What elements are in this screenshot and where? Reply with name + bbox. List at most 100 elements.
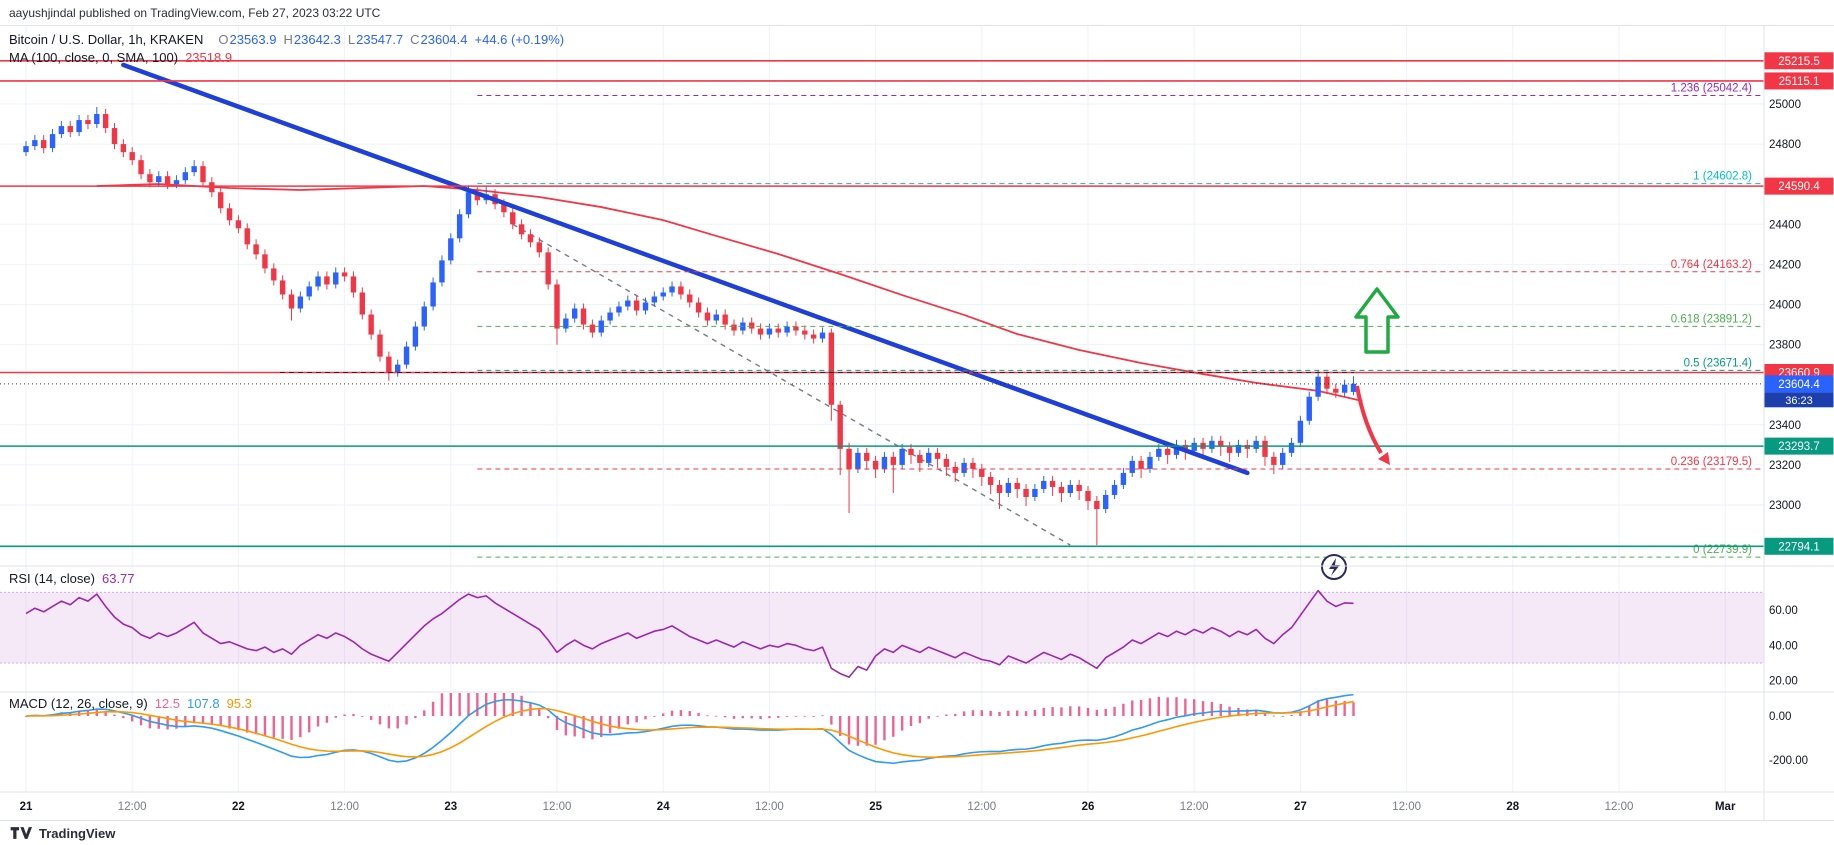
candle-body xyxy=(164,176,171,185)
macd-hist-bar xyxy=(821,715,824,717)
red-down-arrow[interactable] xyxy=(1355,385,1383,455)
candle-body xyxy=(642,302,649,311)
macd-hist-bar xyxy=(131,716,134,722)
macd-line[interactable] xyxy=(25,693,1354,765)
macd-hist-bar xyxy=(157,716,160,729)
macd-hist-bar xyxy=(520,695,523,716)
macd-hist-bar xyxy=(865,716,868,746)
fib-retracement[interactable]: 1.236 (25042.4) 1 (24602.8) 0.764 (24163.2… xyxy=(477,82,1764,558)
price-axis[interactable]: USD2500024800244002420024000238002340023… xyxy=(1764,8,1834,767)
candle-body xyxy=(465,192,472,215)
ma-100-line[interactable] xyxy=(96,183,1363,402)
macd-hist-bar xyxy=(759,716,762,720)
macd-hist-bar xyxy=(139,716,143,726)
time-axis[interactable]: 21 12:00 22 12:00 23 12:00 24 12:00 25 12:00 26 12:… xyxy=(20,801,1736,813)
candle-body xyxy=(1262,440,1268,457)
rsi-pane[interactable] xyxy=(0,589,1764,678)
candle-body xyxy=(235,220,242,229)
candle-body xyxy=(563,318,569,329)
candle-body xyxy=(324,276,330,285)
macd-hist-bar xyxy=(1334,700,1337,716)
annotations[interactable] xyxy=(1321,287,1400,580)
price-pane[interactable] xyxy=(23,62,1363,546)
publish-info-bar: aayushjindal published on TradingView.co… xyxy=(0,0,1834,26)
candle-body xyxy=(218,192,224,209)
rsi-line[interactable] xyxy=(25,589,1354,678)
green-up-arrow[interactable] xyxy=(1354,287,1400,354)
macd-hist-bar xyxy=(378,716,382,725)
macd-signal-line[interactable] xyxy=(25,700,1354,758)
footer-brand-text[interactable]: TradingView xyxy=(39,825,116,841)
candle-body xyxy=(917,454,923,463)
time-tick-label: 12:00 xyxy=(330,801,359,813)
current-price-badge[interactable] xyxy=(1764,375,1834,393)
ma-name[interactable]: MA (100, close, 0, SMA, 100) xyxy=(9,50,179,65)
macd-hist-bar xyxy=(361,716,364,717)
horizontal-levels[interactable] xyxy=(0,59,1764,548)
macd-hist-bar xyxy=(210,716,214,724)
downtrend-line[interactable] xyxy=(121,62,1250,476)
candle-body xyxy=(572,308,578,319)
tradingview-logo-icon[interactable] xyxy=(10,825,32,841)
candle-body xyxy=(908,448,914,455)
macd-hist-bar xyxy=(1157,696,1160,716)
macd-hist-bar xyxy=(201,716,205,724)
ohlc-low-label: L xyxy=(347,32,356,47)
candle-body xyxy=(1156,448,1162,457)
macd-hist-bar xyxy=(1352,702,1355,716)
candle-body xyxy=(1120,472,1127,485)
candle-body xyxy=(1271,456,1277,465)
candle-body xyxy=(678,286,684,295)
macd-hist-bar xyxy=(697,713,700,716)
rsi-name[interactable]: RSI (14, close) xyxy=(9,571,95,586)
candle-body xyxy=(793,326,799,331)
candle-body xyxy=(926,452,932,463)
macd-hist-bar xyxy=(485,693,488,716)
macd-hist-bar xyxy=(945,714,948,716)
macd-hist-bar xyxy=(555,716,559,731)
macd-hist-bar xyxy=(1193,699,1196,716)
ohlc-open-label: O xyxy=(218,32,229,47)
macd-hist-bar xyxy=(1077,706,1081,716)
macd-hist-bar xyxy=(166,716,169,730)
candle-body xyxy=(1164,448,1171,455)
candle-body xyxy=(633,300,640,311)
dashed-guide-line[interactable] xyxy=(512,223,1071,546)
fib-label: 0.618 (23891.2) xyxy=(1671,313,1752,325)
candle-body xyxy=(1111,484,1118,495)
fib-label: 0.5 (23671.4) xyxy=(1684,357,1753,369)
candle-body xyxy=(802,330,808,335)
macd-hist-bar xyxy=(104,710,107,716)
macd-hist-bar xyxy=(1201,701,1205,716)
red-down-arrowhead[interactable] xyxy=(1378,452,1390,465)
price-tick-label: 24200 xyxy=(1769,259,1801,271)
macd-hist-bar xyxy=(670,710,674,716)
macd-hist-bar xyxy=(1184,698,1187,716)
candle-body xyxy=(899,448,905,465)
macd-hist-bar xyxy=(352,714,355,716)
time-tick-label: 12:00 xyxy=(755,801,784,813)
macd-hist-bar xyxy=(591,716,594,740)
macd-hist-bar xyxy=(219,716,222,727)
candle-body xyxy=(76,120,82,133)
time-tick-label: 12:00 xyxy=(967,801,996,813)
candle-body xyxy=(819,332,826,339)
time-tick-label: 12:00 xyxy=(1392,801,1421,813)
macd-hist-bar xyxy=(493,693,497,716)
macd-name[interactable]: MACD (12, 26, close, 9) xyxy=(9,696,148,711)
candle-body xyxy=(456,214,463,239)
macd-hist-bar xyxy=(1166,697,1169,716)
symbol-legend: Bitcoin / U.S. Dollar, 1h, KRAKEN O23563.… xyxy=(9,32,564,47)
candle-body xyxy=(1182,444,1189,451)
rsi-tick-label: 40.00 xyxy=(1769,640,1798,652)
time-tick-label: 28 xyxy=(1506,801,1519,813)
publish-info-text: aayushjindal published on TradingView.co… xyxy=(9,5,381,20)
macd-hist-bar xyxy=(308,716,311,733)
candle-body xyxy=(695,302,702,313)
symbol-title[interactable]: Bitcoin / U.S. Dollar, 1h, KRAKEN xyxy=(9,32,204,47)
macd-hist-bar xyxy=(431,701,435,716)
candle-body xyxy=(1288,442,1295,453)
macd-pane[interactable] xyxy=(24,671,1355,765)
ohlc-high-label: H xyxy=(283,32,293,47)
